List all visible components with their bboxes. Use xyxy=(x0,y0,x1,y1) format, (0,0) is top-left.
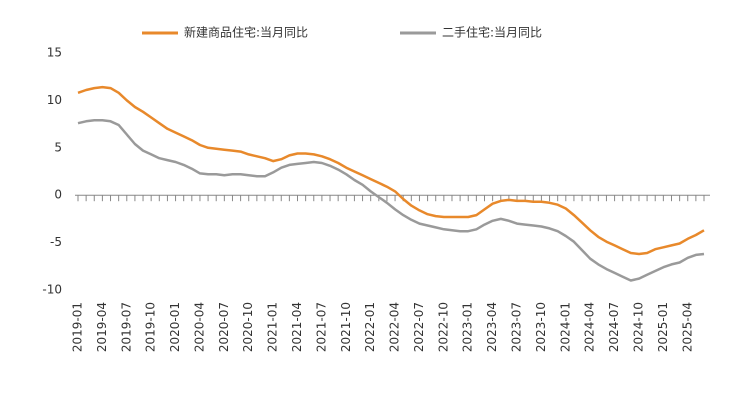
y-tick-label: 5 xyxy=(54,140,62,154)
x-tick-label: 2025-01 xyxy=(656,302,670,352)
series-line xyxy=(77,119,705,282)
x-tick-label: 2022-01 xyxy=(363,302,377,352)
legend-label: 二手住宅:当月同比 xyxy=(442,25,542,40)
x-tick-label: 2021-10 xyxy=(339,302,353,352)
x-tick-label: 2022-04 xyxy=(388,302,402,352)
series-line xyxy=(77,85,705,256)
legend-label: 新建商品住宅:当月同比 xyxy=(184,25,308,40)
x-tick-label: 2023-01 xyxy=(461,302,475,352)
x-tick-label: 2022-10 xyxy=(436,302,450,352)
x-tick-label: 2021-07 xyxy=(314,302,328,352)
y-tick-label: -5 xyxy=(50,235,62,249)
x-tick-label: 2022-07 xyxy=(412,302,426,352)
x-tick-label: 2019-04 xyxy=(95,302,109,352)
x-tick-label: 2020-01 xyxy=(168,302,182,352)
x-tick-label: 2024-10 xyxy=(631,302,645,352)
x-tick-label: 2020-04 xyxy=(192,302,206,352)
y-tick-label: 15 xyxy=(47,46,62,60)
x-tick-label: 2025-04 xyxy=(680,302,694,352)
x-tick-label: 2020-07 xyxy=(217,302,231,352)
y-tick-label: -10 xyxy=(42,283,62,297)
x-tick-label: 2021-01 xyxy=(266,302,280,352)
x-tick-label: 2020-10 xyxy=(241,302,255,352)
x-tick-label: 2019-01 xyxy=(71,302,85,352)
x-tick-label: 2023-04 xyxy=(485,302,499,352)
x-tick-label: 2019-10 xyxy=(144,302,158,352)
y-tick-label: 10 xyxy=(47,93,62,107)
x-tick-label: 2021-04 xyxy=(290,302,304,352)
x-tick-label: 2024-01 xyxy=(558,302,572,352)
x-tick-label: 2024-04 xyxy=(583,302,597,352)
x-tick-label: 2023-07 xyxy=(510,302,524,352)
x-tick-label: 2019-07 xyxy=(119,302,133,352)
x-tick-label: 2024-07 xyxy=(607,302,621,352)
y-tick-label: 0 xyxy=(54,188,62,202)
x-tick-label: 2023-10 xyxy=(534,302,548,352)
